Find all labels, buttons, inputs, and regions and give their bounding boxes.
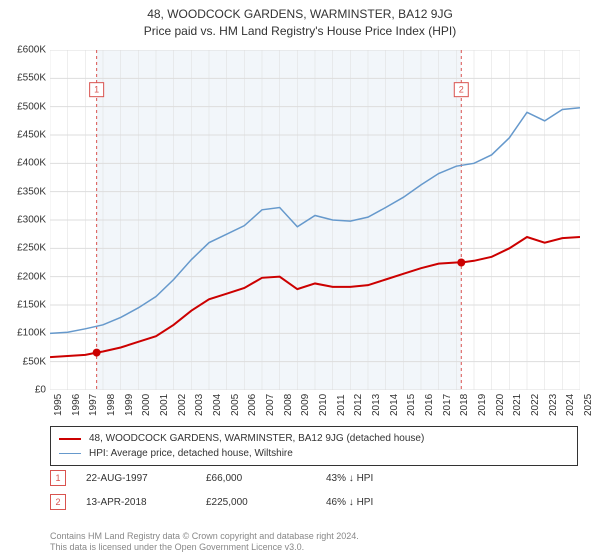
x-tick-label: 1996: [71, 394, 82, 416]
title-block: 48, WOODCOCK GARDENS, WARMINSTER, BA12 9…: [0, 0, 600, 40]
marker-price: £225,000: [206, 497, 306, 508]
y-tick-label: £450K: [17, 130, 46, 141]
legend-swatch: [59, 438, 81, 440]
marker-delta: 43% ↓ HPI: [326, 473, 426, 484]
legend-row: HPI: Average price, detached house, Wilt…: [59, 446, 569, 461]
x-tick-label: 2003: [194, 394, 205, 416]
legend-label: 48, WOODCOCK GARDENS, WARMINSTER, BA12 9…: [89, 431, 424, 446]
y-tick-label: £200K: [17, 271, 46, 282]
x-tick-label: 2004: [212, 394, 223, 416]
x-tick-label: 2018: [459, 394, 470, 416]
footer-line-1: Contains HM Land Registry data © Crown c…: [50, 531, 359, 543]
x-tick-label: 2024: [565, 394, 576, 416]
markers-table: 1 22-AUG-1997 £66,000 43% ↓ HPI 2 13-APR-2018…: [50, 466, 570, 514]
y-tick-label: £150K: [17, 300, 46, 311]
chart-container: 48, WOODCOCK GARDENS, WARMINSTER, BA12 9…: [0, 0, 600, 560]
y-tick-label: £0: [35, 385, 46, 396]
x-tick-label: 2025: [583, 394, 594, 416]
x-tick-label: 2012: [353, 394, 364, 416]
x-tick-label: 2019: [477, 394, 488, 416]
chart-area: 12: [50, 50, 580, 390]
marker-price: £66,000: [206, 473, 306, 484]
title-address: 48, WOODCOCK GARDENS, WARMINSTER, BA12 9…: [0, 6, 600, 23]
marker-delta: 46% ↓ HPI: [326, 497, 426, 508]
x-tick-label: 2008: [283, 394, 294, 416]
footer-line-2: This data is licensed under the Open Gov…: [50, 542, 359, 554]
svg-text:2: 2: [459, 85, 464, 95]
x-tick-label: 2020: [495, 394, 506, 416]
x-axis-labels: 1995 1996 1997 1998 1999 2000 2001 2002 2003 2004…: [50, 392, 580, 422]
x-tick-label: 2023: [548, 394, 559, 416]
marker-badge: 1: [50, 470, 66, 486]
x-tick-label: 2009: [300, 394, 311, 416]
x-tick-label: 1995: [53, 394, 64, 416]
legend-row: 48, WOODCOCK GARDENS, WARMINSTER, BA12 9…: [59, 431, 569, 446]
y-tick-label: £550K: [17, 73, 46, 84]
x-tick-label: 1997: [88, 394, 99, 416]
x-tick-label: 2016: [424, 394, 435, 416]
x-tick-label: 2017: [442, 394, 453, 416]
marker-date: 22-AUG-1997: [86, 473, 186, 484]
y-tick-label: £100K: [17, 328, 46, 339]
marker-row: 1 22-AUG-1997 £66,000 43% ↓ HPI: [50, 466, 570, 490]
y-tick-label: £300K: [17, 215, 46, 226]
y-tick-label: £350K: [17, 186, 46, 197]
x-tick-label: 2021: [512, 394, 523, 416]
marker-row: 2 13-APR-2018 £225,000 46% ↓ HPI: [50, 490, 570, 514]
x-tick-label: 2001: [159, 394, 170, 416]
x-tick-label: 2014: [389, 394, 400, 416]
x-tick-label: 1999: [124, 394, 135, 416]
footer: Contains HM Land Registry data © Crown c…: [50, 531, 359, 554]
x-tick-label: 2010: [318, 394, 329, 416]
x-tick-label: 1998: [106, 394, 117, 416]
y-tick-label: £50K: [23, 356, 46, 367]
x-tick-label: 2022: [530, 394, 541, 416]
marker-date: 13-APR-2018: [86, 497, 186, 508]
y-tick-label: £400K: [17, 158, 46, 169]
y-tick-label: £600K: [17, 45, 46, 56]
y-tick-label: £500K: [17, 101, 46, 112]
legend-swatch: [59, 453, 81, 455]
title-subtitle: Price paid vs. HM Land Registry's House …: [0, 23, 600, 40]
x-tick-label: 2015: [406, 394, 417, 416]
x-tick-label: 2007: [265, 394, 276, 416]
x-tick-label: 2006: [247, 394, 258, 416]
x-tick-label: 2013: [371, 394, 382, 416]
marker-badge: 2: [50, 494, 66, 510]
legend-label: HPI: Average price, detached house, Wilt…: [89, 446, 293, 461]
x-tick-label: 2005: [230, 394, 241, 416]
svg-text:1: 1: [94, 85, 99, 95]
x-tick-label: 2000: [141, 394, 152, 416]
chart-svg: 12: [50, 50, 580, 390]
x-tick-label: 2011: [336, 394, 347, 416]
x-tick-label: 2002: [177, 394, 188, 416]
legend-box: 48, WOODCOCK GARDENS, WARMINSTER, BA12 9…: [50, 426, 578, 466]
y-axis-labels: £0£50K£100K£150K£200K£250K£300K£350K£400…: [0, 50, 48, 390]
y-tick-label: £250K: [17, 243, 46, 254]
